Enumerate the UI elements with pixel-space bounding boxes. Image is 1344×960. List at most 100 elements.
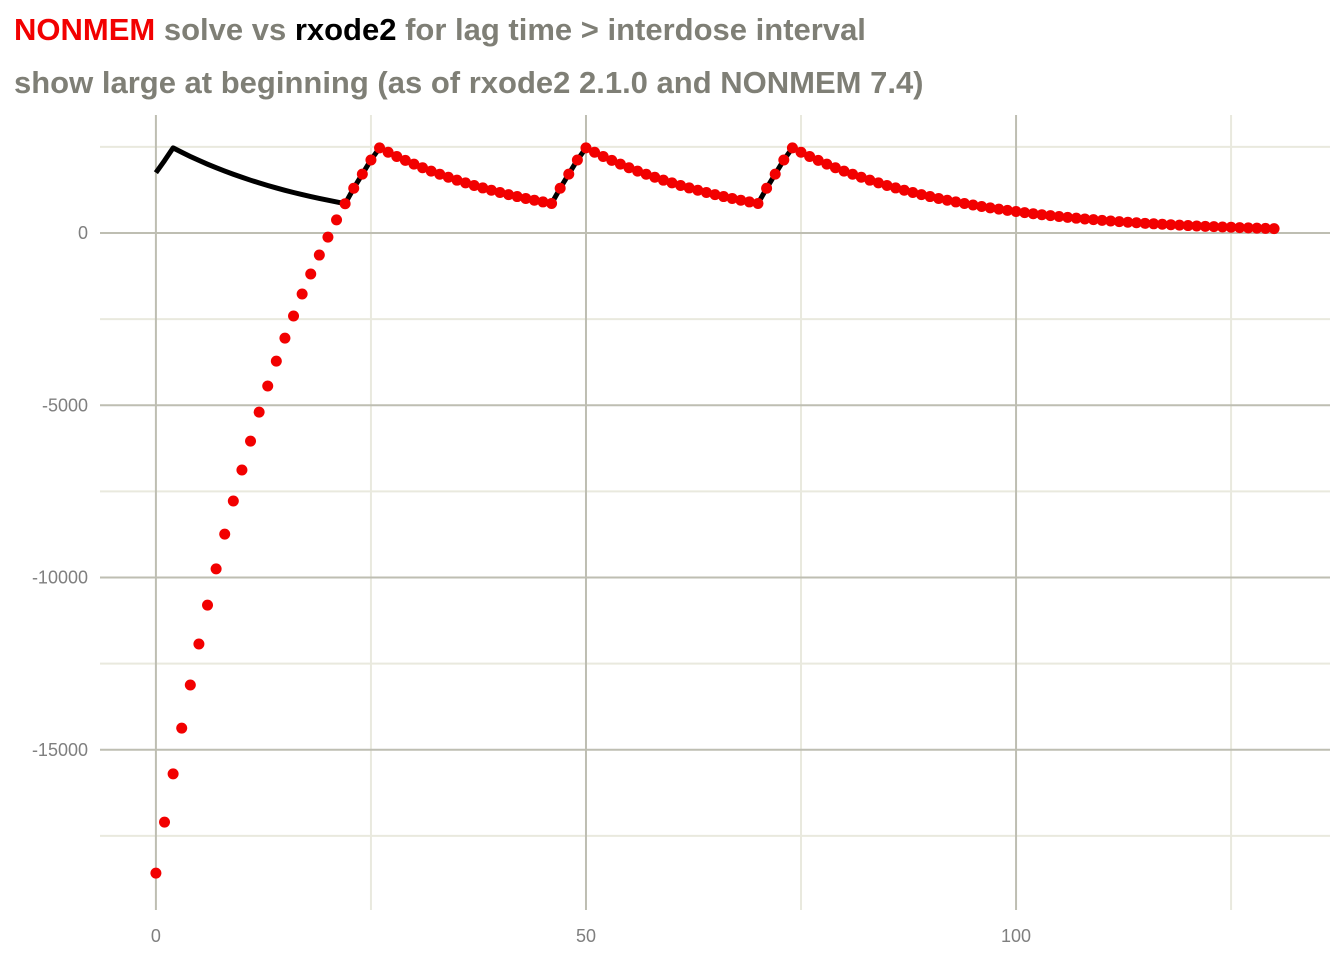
point [597,150,609,162]
point [1053,211,1065,223]
point [417,162,429,174]
point [1173,219,1185,231]
point [245,435,257,447]
point [898,184,910,196]
point [778,154,790,166]
grid: 0 50 100 0 -5000 -10000 -15000 [32,115,1330,946]
point [494,186,506,198]
point [993,203,1005,215]
point [855,171,867,183]
point [1165,219,1177,231]
point [554,182,566,194]
point [167,768,179,780]
point [683,182,695,194]
y-tick-label: -10000 [32,568,88,588]
point [425,165,437,177]
point [623,162,635,174]
point [1242,222,1254,234]
point [1062,211,1074,223]
point [821,158,833,170]
point [356,168,368,180]
title-part: rxode2 [295,12,397,47]
point [365,154,377,166]
point [159,816,171,828]
point [322,231,334,243]
point [864,174,876,186]
point [829,162,841,174]
point [1216,221,1228,233]
x-tick-label: 100 [1001,926,1031,946]
point [1087,214,1099,226]
point [1199,220,1211,232]
point [933,192,945,204]
point [1079,213,1091,225]
point [279,332,291,344]
y-tick-label: -15000 [32,740,88,760]
point [632,165,644,177]
point [838,165,850,177]
point [924,191,936,203]
point [967,199,979,211]
point [692,184,704,196]
point [1130,217,1142,229]
title-part: solve vs [155,12,295,47]
point [374,142,386,154]
point [640,168,652,180]
point [477,182,489,194]
point [743,196,755,208]
point [305,268,317,280]
point [296,288,308,300]
point [1268,223,1280,235]
point [1191,220,1203,232]
point [1105,215,1117,227]
point [890,182,902,194]
point [1208,221,1220,233]
point [606,154,618,166]
point [193,638,205,650]
chart-subtitle: show large at beginning (as of rxode2 2.… [14,65,924,100]
y-tick-label: -5000 [42,395,88,415]
point [150,867,162,879]
point [1070,212,1082,224]
point [1259,222,1271,234]
point [769,168,781,180]
point [1096,214,1108,226]
point [1234,222,1246,234]
point [812,154,824,166]
point [270,355,282,367]
point [984,202,996,214]
point [580,142,592,154]
point [847,168,859,180]
point [1182,220,1194,232]
point [709,189,721,201]
point [202,599,214,611]
point [1044,210,1056,222]
point [563,168,575,180]
point [571,154,583,166]
point [485,184,497,196]
point [176,722,188,734]
point [1148,218,1160,230]
point [1139,217,1151,229]
point [528,194,540,206]
x-tick-label: 0 [151,926,161,946]
point [184,679,196,691]
point [872,177,884,189]
point [915,189,927,201]
point [1156,218,1168,230]
point [804,150,816,162]
point [546,198,558,210]
chart-title: NONMEM solve vs rxode2 for lag time > in… [14,12,866,47]
point [460,177,472,189]
point [1113,216,1125,228]
point [391,150,403,162]
point [434,168,446,180]
y-tick-label: 0 [78,223,88,243]
x-tick-label: 50 [576,926,596,946]
point [1122,216,1134,228]
point [614,158,626,170]
point [718,191,730,203]
point [219,528,231,540]
point [1027,208,1039,220]
